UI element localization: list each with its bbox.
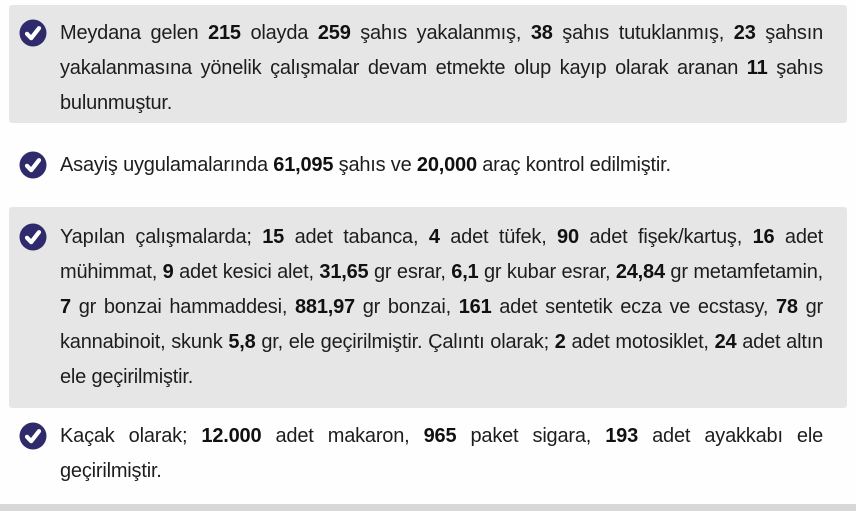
report-text-1: Meydana gelen 215 olayda 259 şahıs yakal… [60, 22, 823, 114]
check-circle-icon [19, 223, 47, 251]
report-row: Meydana gelen 215 olayda 259 şahıs yakal… [19, 16, 823, 121]
bottom-strip [0, 504, 856, 511]
report-text-4: Kaçak olarak; 12.000 adet makaron, 965 p… [60, 425, 823, 482]
report-item-2: Asayiş uygulamalarında 61,095 şahıs ve 2… [9, 123, 847, 207]
report-row: Yapılan çalışmalarda; 15 adet tabanca, 4… [19, 220, 823, 395]
report-item-3: Yapılan çalışmalarda; 15 adet tabanca, 4… [9, 207, 847, 408]
report-item-1: Meydana gelen 215 olayda 259 şahıs yakal… [9, 5, 847, 123]
check-circle-icon [19, 151, 47, 179]
report-row: Asayiş uygulamalarında 61,095 şahıs ve 2… [19, 148, 823, 183]
check-circle-icon [19, 19, 47, 47]
report-text-2: Asayiş uygulamalarında 61,095 şahıs ve 2… [60, 154, 671, 176]
report-row: Kaçak olarak; 12.000 adet makaron, 965 p… [19, 419, 823, 489]
report-text-3: Yapılan çalışmalarda; 15 adet tabanca, 4… [60, 226, 824, 388]
check-circle-icon [19, 422, 47, 450]
report-item-4: Kaçak olarak; 12.000 adet makaron, 965 p… [9, 408, 847, 504]
